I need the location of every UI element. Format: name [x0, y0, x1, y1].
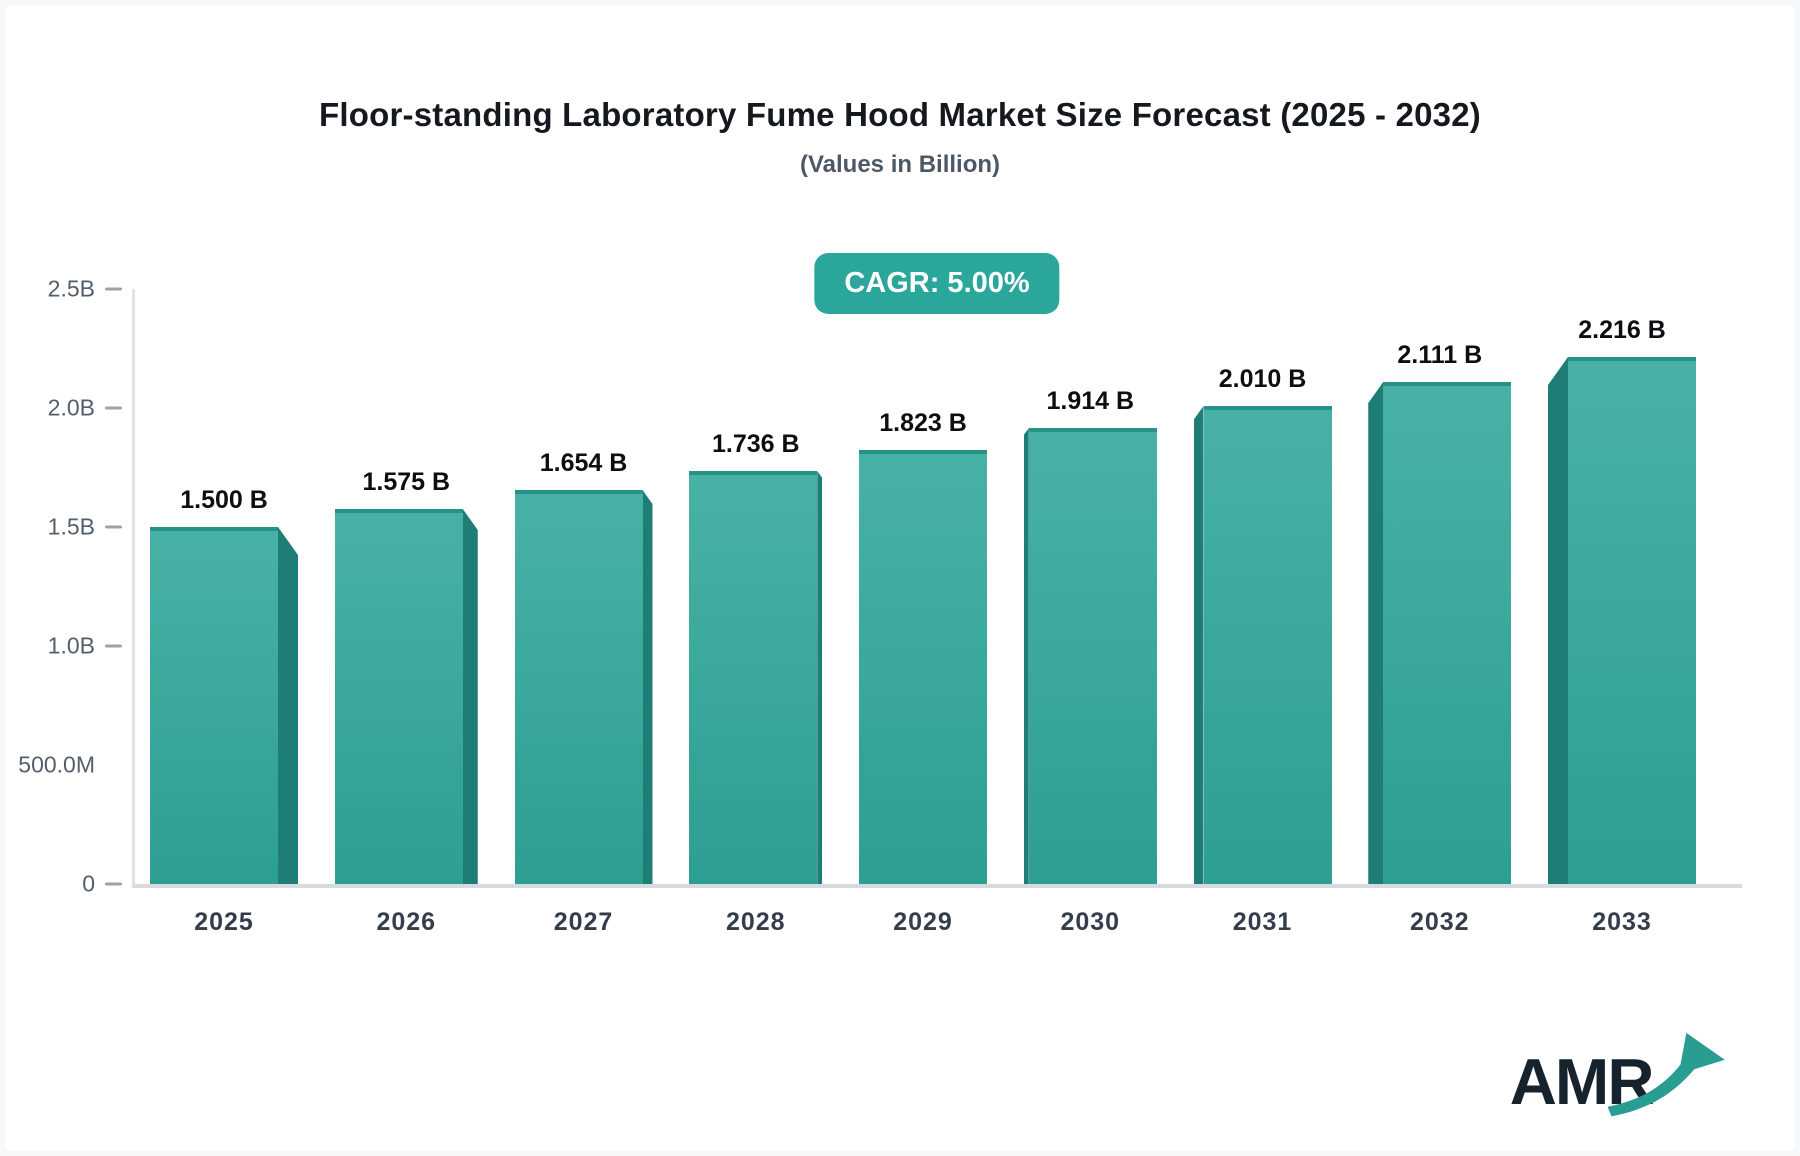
y-tick-label: 1.0B	[47, 632, 95, 659]
x-tick-label: 2027	[553, 908, 614, 936]
bar-group-2025: 1.500 B 2025	[150, 486, 298, 936]
x-tick-label: 2033	[1592, 908, 1652, 936]
y-tick-label: 2.5B	[47, 275, 95, 302]
chart-card: Floor-standing Laboratory Fume Hood Mark…	[5, 5, 1795, 1151]
y-tick-label: 0	[82, 870, 95, 897]
bar-group-2031: 2.010 B 2031	[1193, 365, 1332, 936]
y-tick-label: 2.0B	[47, 394, 95, 421]
bar	[334, 509, 463, 884]
cagr-badge: CAGR: 5.00%	[814, 253, 1060, 314]
bar-group-2030: 1.914 B 2030	[1023, 387, 1157, 936]
x-tick-label: 2032	[1409, 908, 1470, 936]
bar-value-label: 1.654 B	[539, 449, 628, 477]
plot-area: 2.5B 2.0B 1.5B 1.0B 500.0M 0 1.500 B 2025 1.575…	[18, 276, 1742, 936]
bar-side-face	[1023, 428, 1029, 884]
bar	[1568, 357, 1696, 884]
y-tick-dash	[105, 406, 122, 410]
bar	[1028, 428, 1157, 884]
bar-value-label: 2.111 B	[1397, 341, 1483, 369]
x-tick-label: 2028	[725, 908, 786, 936]
chart-subtitle: (Values in Billion)	[799, 151, 1001, 178]
bar-group-2029: 1.823 B 2029	[859, 409, 987, 936]
bar-side-face	[642, 490, 653, 884]
bar-value-label: 1.736 B	[711, 430, 800, 458]
bar-group-2026: 1.575 B 2026	[334, 468, 478, 936]
y-axis: 2.5B 2.0B 1.5B 1.0B 500.0M 0	[18, 276, 1742, 897]
y-tick-label: 1.5B	[47, 513, 95, 540]
bar-side-face	[1548, 357, 1568, 884]
bar-group-2028: 1.736 B 2028	[689, 430, 823, 936]
bar-value-label: 1.823 B	[879, 409, 967, 437]
x-tick-label: 2025	[194, 908, 254, 936]
x-tick-label: 2030	[1060, 908, 1121, 936]
bar	[1203, 406, 1332, 884]
bar-value-label: 1.575 B	[362, 468, 451, 496]
bar	[859, 450, 987, 884]
amr-logo: AMR	[1507, 1029, 1739, 1125]
bar	[150, 527, 278, 884]
amr-logo-graphic: AMR	[1510, 1032, 1725, 1118]
bar	[1383, 382, 1512, 884]
bar	[514, 490, 643, 884]
bar-side-face	[1193, 406, 1204, 884]
bars-container: 1.500 B 2025 1.575 B 2026 1.654 B 2027 1.736 B…	[150, 289, 1696, 936]
y-tick-dash	[105, 882, 122, 886]
bar-group-2027: 1.654 B 2027	[514, 449, 653, 936]
bar-group-2032: 2.111 B 2032	[1368, 341, 1512, 936]
bar-value-label: 2.010 B	[1218, 365, 1307, 393]
bar-side-face	[462, 509, 478, 884]
bar-value-label: 1.500 B	[180, 486, 268, 514]
y-tick-label: 500.0M	[18, 751, 95, 778]
x-tick-label: 2031	[1232, 908, 1293, 936]
bar	[689, 471, 818, 884]
y-tick-dash	[105, 287, 122, 291]
bar-side-face	[817, 471, 823, 884]
bar-side-face	[1368, 382, 1384, 884]
bar-value-label: 1.914 B	[1046, 387, 1135, 415]
y-tick-dash	[105, 644, 122, 648]
bar-value-label: 2.216 B	[1578, 316, 1666, 344]
x-tick-label: 2029	[893, 908, 953, 936]
y-tick-dash	[105, 525, 122, 529]
bar-side-face	[278, 527, 298, 884]
x-tick-label: 2026	[376, 908, 437, 936]
bar-group-2033: 2.216 B 2033	[1548, 316, 1696, 936]
amr-logo-arrow-icon	[1607, 1032, 1725, 1117]
page-title: Floor-standing Laboratory Fume Hood Mark…	[319, 96, 1481, 133]
